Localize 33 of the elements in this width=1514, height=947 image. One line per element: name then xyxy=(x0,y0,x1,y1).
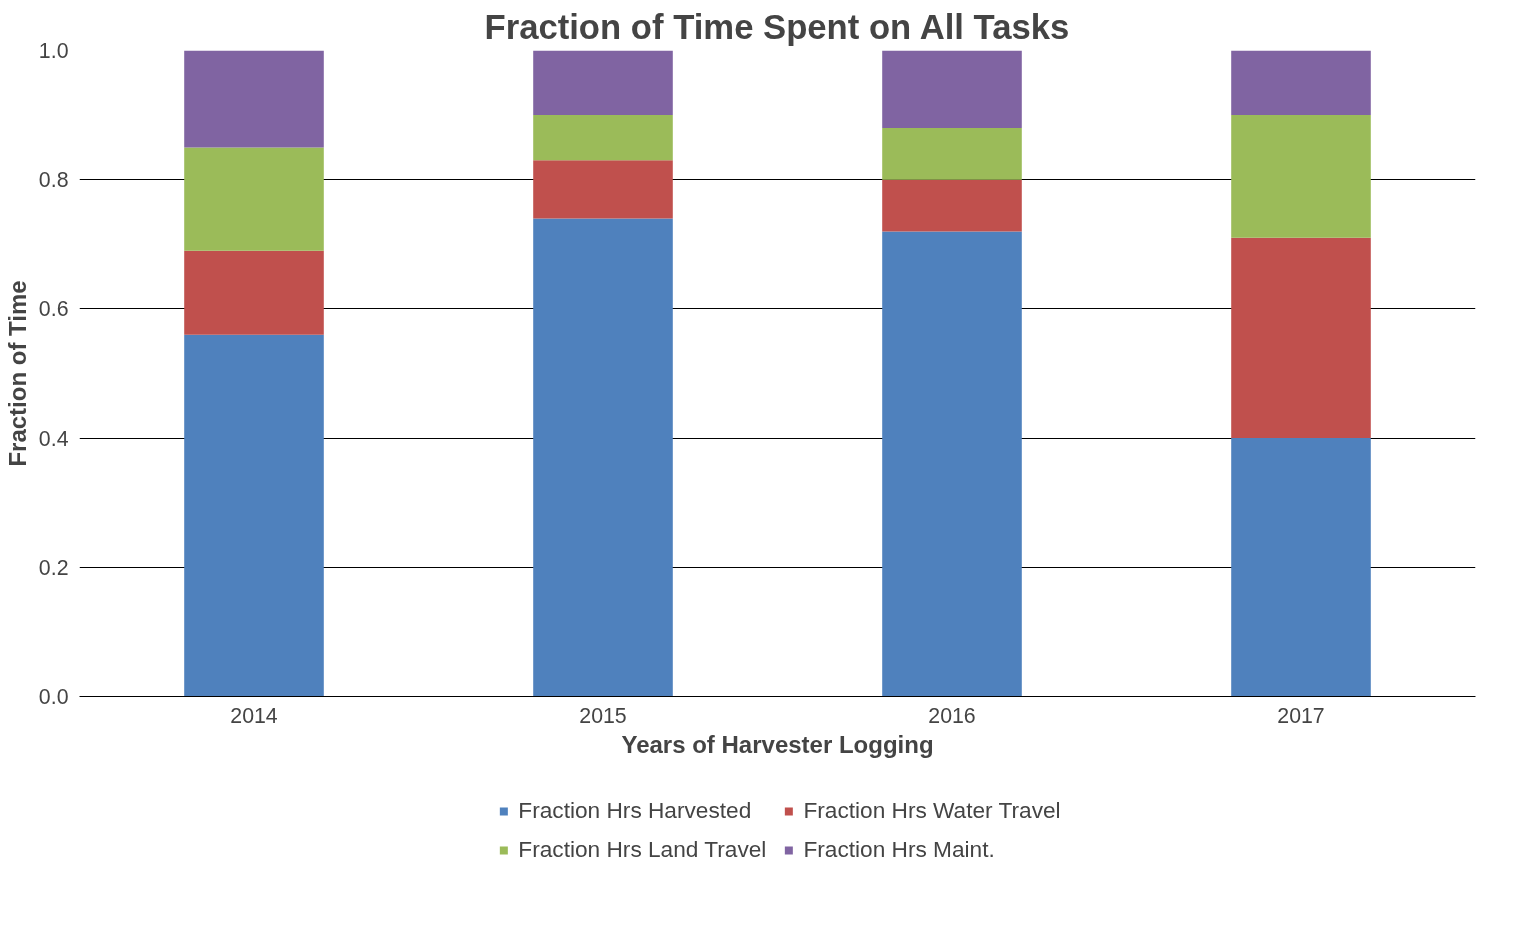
chart-title: Fraction of Time Spent on All Tasks xyxy=(484,7,1070,46)
bar xyxy=(1231,115,1371,238)
bar xyxy=(184,250,324,335)
bar xyxy=(184,334,324,697)
y-tick-label: 0.6 xyxy=(38,297,69,322)
y-tick-label: 0.8 xyxy=(38,168,69,193)
bar xyxy=(184,50,324,148)
bar xyxy=(882,50,1022,129)
y-tick-label: 0.4 xyxy=(38,426,69,451)
bar xyxy=(1231,50,1371,116)
legend-label: Fraction Hrs Maint. xyxy=(803,836,995,863)
legend-label: Fraction Hrs Water Travel xyxy=(803,797,1061,824)
bar xyxy=(533,160,673,219)
legend-label: Fraction Hrs Land Travel xyxy=(518,836,767,863)
bar xyxy=(1231,237,1371,439)
legend-label: Fraction Hrs Harvested xyxy=(518,797,752,824)
x-tick-label: 2016 xyxy=(928,703,976,728)
y-tick-label: 1.0 xyxy=(38,39,69,63)
y-axis-title: Fraction of Time xyxy=(3,280,31,467)
bar xyxy=(882,128,1022,180)
x-tick-label: 2017 xyxy=(1277,703,1325,728)
y-tick-label: 0.2 xyxy=(38,555,69,580)
bar xyxy=(533,218,673,697)
bar xyxy=(882,179,1022,232)
bar xyxy=(184,147,324,251)
bar xyxy=(533,50,673,116)
bar xyxy=(882,231,1022,697)
bar xyxy=(533,115,673,161)
y-tick-label: 0.0 xyxy=(38,685,69,709)
x-axis-title: Years of Harvester Logging xyxy=(621,730,934,758)
bar xyxy=(1231,438,1371,697)
x-tick-label: 2014 xyxy=(230,703,278,728)
x-tick-label: 2015 xyxy=(579,703,627,728)
